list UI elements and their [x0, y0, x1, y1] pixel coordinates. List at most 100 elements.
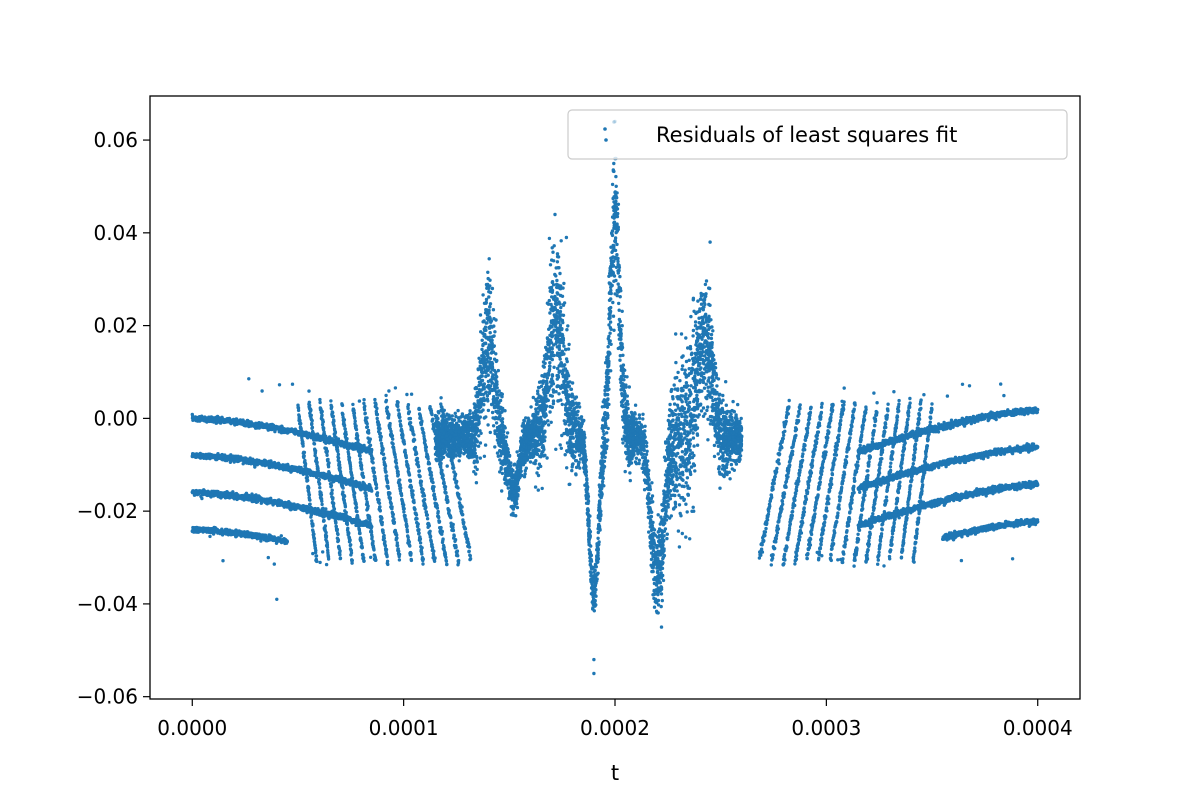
- data-point: [360, 467, 364, 471]
- data-point: [407, 410, 412, 414]
- data-point: [363, 411, 367, 415]
- data-point: [388, 496, 392, 500]
- data-point: [339, 474, 343, 478]
- data-point: [414, 513, 419, 517]
- data-point: [324, 562, 329, 567]
- data-point: [338, 556, 343, 560]
- data-point: [433, 497, 437, 501]
- data-point: [408, 416, 413, 421]
- data-point: [358, 457, 363, 461]
- data-point: [377, 498, 381, 502]
- data-point: [378, 509, 382, 513]
- data-point: [362, 559, 366, 563]
- data-point: [318, 397, 322, 402]
- data-point: [395, 543, 400, 548]
- data-point: [314, 456, 319, 460]
- data-point: [390, 434, 395, 438]
- data-point: [407, 540, 411, 544]
- data-point: [299, 421, 303, 426]
- data-point: [320, 502, 324, 507]
- data-point: [468, 554, 472, 558]
- data-point: [429, 470, 433, 475]
- data-point: [332, 419, 336, 423]
- data-point: [378, 505, 382, 509]
- data-point: [331, 414, 335, 418]
- data-point: [419, 479, 424, 484]
- data-point: [452, 534, 456, 538]
- data-point: [399, 424, 403, 428]
- data-point: [418, 537, 423, 541]
- data-point: [360, 545, 364, 550]
- data-point: [360, 471, 365, 475]
- data-point: [333, 430, 338, 434]
- data-point: [460, 505, 464, 509]
- data-point: [374, 483, 379, 487]
- data-point: [405, 530, 410, 534]
- data-point: [324, 441, 328, 445]
- data-point: [374, 486, 379, 490]
- data-point: [375, 416, 379, 421]
- data-point: [303, 462, 308, 466]
- data-point: [409, 551, 413, 556]
- data-point: [358, 531, 362, 536]
- data-point: [344, 432, 348, 437]
- data-point: [308, 498, 312, 502]
- data-point: [370, 535, 374, 539]
- data-point: [420, 546, 424, 550]
- data-point: [417, 528, 421, 532]
- data-point: [318, 560, 322, 565]
- data-point: [310, 425, 315, 430]
- data-point: [465, 537, 470, 541]
- data-point: [321, 506, 325, 510]
- data-point: [362, 556, 366, 560]
- data-point: [322, 426, 326, 430]
- data-point: [320, 409, 324, 414]
- data-point: [457, 558, 461, 563]
- data-point: [397, 549, 401, 553]
- data-point: [371, 457, 375, 461]
- data-point: [330, 405, 334, 409]
- data-point: [406, 406, 410, 411]
- data-point: [413, 507, 417, 512]
- data-point: [309, 413, 313, 417]
- data-point: [329, 474, 333, 478]
- data-point: [325, 545, 330, 549]
- data-point: [350, 558, 354, 563]
- data-point: [343, 505, 348, 509]
- data-point: [456, 554, 460, 558]
- data-point: [371, 461, 375, 465]
- data-point: [440, 529, 444, 534]
- data-point: [374, 558, 378, 562]
- data-point: [356, 516, 360, 520]
- data-point: [364, 493, 368, 498]
- data-point: [316, 473, 321, 478]
- data-point: [431, 489, 436, 493]
- data-point: [355, 509, 359, 514]
- data-point: [395, 466, 399, 470]
- data-point: [341, 486, 345, 490]
- data-point: [373, 397, 377, 402]
- data-point: [374, 402, 378, 407]
- data-point: [347, 456, 352, 460]
- data-point: [369, 555, 373, 559]
- data-point: [408, 544, 412, 548]
- data-point: [417, 469, 422, 473]
- data-point: [402, 442, 407, 446]
- data-point: [396, 408, 401, 412]
- data-point: [399, 493, 404, 498]
- data-point: [432, 549, 436, 553]
- data-point: [362, 407, 367, 412]
- data-point: [362, 398, 366, 402]
- data-point: [332, 501, 336, 506]
- data-point: [373, 476, 377, 481]
- data-point: [395, 536, 399, 540]
- data-point: [315, 559, 319, 564]
- data-point: [342, 418, 347, 422]
- data-point: [394, 461, 399, 465]
- data-point: [467, 549, 471, 553]
- data-point: [311, 551, 315, 556]
- data-point: [353, 416, 357, 420]
- data-point: [311, 432, 315, 436]
- data-point: [458, 497, 462, 501]
- data-point: [397, 552, 402, 557]
